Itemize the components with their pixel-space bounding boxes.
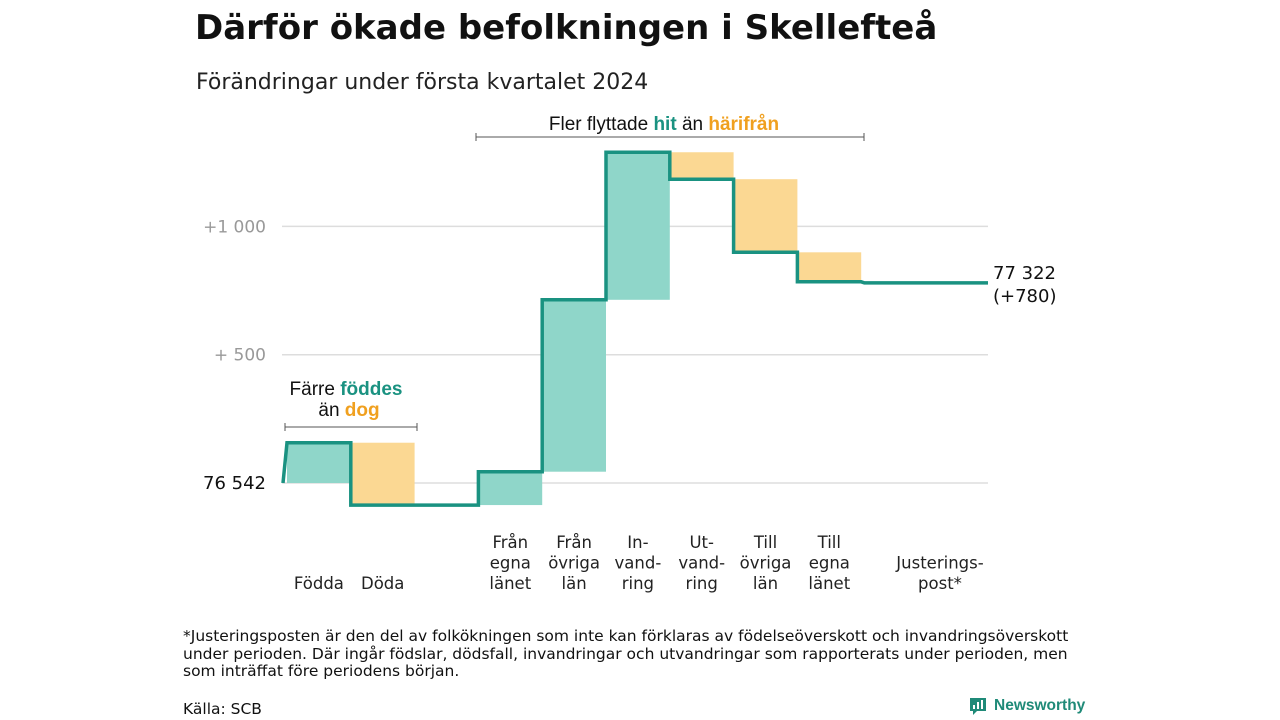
newsworthy-logo-icon [970, 698, 986, 715]
bar-till-egna-länet [797, 252, 862, 282]
start-value-label: 76 542 [203, 473, 266, 494]
brand-name: Newsworthy [994, 697, 1086, 714]
category-label: län [562, 574, 587, 593]
category-label: vand- [678, 554, 725, 573]
category-label: Till [753, 533, 777, 552]
bar-till-övriga-län [733, 179, 798, 253]
category-label: övriga [548, 554, 600, 573]
source-note: Källa: SCB [183, 700, 262, 718]
step-line-group [281, 150, 988, 507]
migration-bracket [475, 133, 865, 141]
bar-från-övriga-län [542, 299, 606, 472]
brand[interactable]: Newsworthy [968, 696, 1085, 716]
bar-utvandring [669, 152, 734, 180]
category-label: Ut- [689, 533, 714, 552]
category-label: Från [492, 533, 528, 552]
births-bracket [284, 423, 418, 431]
category-label: post* [918, 574, 962, 593]
y-tick-label: + 500 [214, 346, 266, 366]
category-label: In- [627, 533, 648, 552]
bar-födda [287, 442, 351, 483]
chart-title: Därför ökade befolkningen i Skellefteå [195, 8, 938, 48]
bar-invandring [606, 152, 670, 300]
category-label: ring [686, 574, 718, 593]
end-change-label: (+780) [993, 286, 1056, 307]
births-annotation: Färre föddes än dog [284, 379, 418, 431]
step-line [281, 150, 988, 507]
category-label: vand- [615, 554, 662, 573]
category-labels: Födda DödaFrånegnalänetFrånövrigalänIn-va… [294, 533, 984, 593]
category-label: egna [809, 554, 850, 573]
category-label: län [753, 574, 778, 593]
chart-subtitle: Förändringar under första kvartalet 2024 [196, 70, 649, 95]
migration-annotation: Fler flyttade hit än härifrån [475, 114, 865, 141]
gridlines: +1 000 + 500 76 542 [203, 217, 988, 494]
category-label: Födda [294, 574, 344, 593]
bar-döda [350, 442, 415, 506]
category-label: länet [808, 574, 850, 593]
category-label: Från [556, 533, 592, 552]
category-label: Döda [361, 574, 404, 593]
category-label: ring [622, 574, 654, 593]
end-value-label: 77 322 [993, 263, 1056, 284]
births-annotation-line1: Färre föddes [290, 379, 403, 400]
category-label: länet [489, 574, 531, 593]
births-annotation-line2: än dog [318, 400, 379, 421]
category-label: Till [817, 533, 841, 552]
migration-annotation-text: Fler flyttade hit än härifrån [549, 114, 779, 135]
category-label: övriga [740, 554, 792, 573]
y-tick-label: +1 000 [203, 217, 266, 237]
footnote: *Justeringsposten är den del av folkökni… [183, 627, 1069, 680]
bar-från-egna-länet [478, 471, 543, 506]
bars [287, 152, 862, 506]
category-label: egna [490, 554, 531, 573]
category-label: Justerings- [895, 554, 983, 573]
